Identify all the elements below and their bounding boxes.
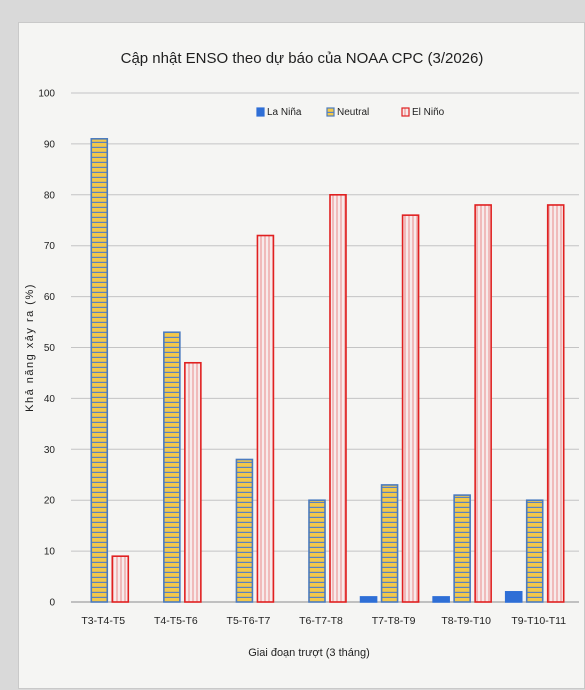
y-axis-label: Khả năng xảy ra (%) bbox=[24, 283, 36, 412]
y-tick-label: 70 bbox=[44, 241, 56, 252]
legend-label: Neutral bbox=[337, 107, 369, 118]
legend: La Niña Neutral El Niño bbox=[256, 107, 445, 118]
bar-lania bbox=[359, 596, 378, 603]
bar-neutral bbox=[163, 331, 181, 603]
y-tick-label: 40 bbox=[44, 394, 56, 405]
bar-elnio bbox=[329, 194, 347, 603]
y-tick-label: 30 bbox=[44, 445, 56, 456]
enso-bar-chart: Cập nhật ENSO theo dự báo của NOAA CPC (… bbox=[24, 50, 579, 659]
y-tick-label: 60 bbox=[44, 292, 56, 303]
legend-swatch bbox=[326, 107, 335, 117]
grid-lines bbox=[71, 92, 579, 603]
bar-neutral bbox=[308, 499, 326, 603]
legend-label: La Niña bbox=[267, 107, 302, 118]
x-tick-label: T6-T7-T8 bbox=[299, 615, 343, 627]
bar-neutral bbox=[235, 458, 254, 603]
bar-elnio bbox=[401, 214, 420, 603]
x-tick-label: T7-T8-T9 bbox=[372, 615, 416, 627]
x-tick-label: T8-T9-T10 bbox=[441, 615, 491, 627]
legend-swatch bbox=[401, 107, 410, 117]
x-tick-label: T4-T5-T6 bbox=[154, 615, 198, 627]
y-tick-label: 20 bbox=[44, 496, 56, 507]
bar-elnio bbox=[256, 234, 275, 603]
bar-elnio bbox=[546, 204, 565, 603]
y-axis-ticks: 0 10 20 30 40 50 60 70 80 90 100 bbox=[38, 89, 55, 609]
x-tick-label: T3-T4-T5 bbox=[81, 615, 125, 627]
bar-elnio bbox=[474, 204, 492, 603]
y-tick-label: 80 bbox=[44, 190, 56, 201]
bar-lania bbox=[432, 596, 450, 603]
chart-panel: Cập nhật ENSO theo dự báo của NOAA CPC (… bbox=[18, 22, 585, 689]
x-tick-label: T9-T10-T11 bbox=[511, 615, 566, 627]
x-axis-ticks: T3-T4-T5 T4-T5-T6 T5-T6-T7 T6-T7-T8 T7-T8-T9… bbox=[81, 615, 566, 627]
y-tick-label: 0 bbox=[49, 598, 55, 609]
bar-elnio bbox=[184, 361, 202, 603]
bar-neutral bbox=[453, 494, 471, 603]
bar-lania bbox=[504, 591, 523, 603]
x-tick-label: T5-T6-T7 bbox=[227, 615, 271, 627]
y-tick-label: 50 bbox=[44, 343, 56, 354]
bars bbox=[90, 138, 565, 603]
y-tick-label: 10 bbox=[44, 547, 56, 558]
y-tick-label: 90 bbox=[44, 139, 56, 150]
legend-label: El Niño bbox=[412, 107, 445, 118]
bar-neutral bbox=[90, 138, 109, 603]
chart-title: Cập nhật ENSO theo dự báo của NOAA CPC (… bbox=[121, 50, 484, 67]
y-tick-label: 100 bbox=[38, 89, 55, 100]
bar-elnio bbox=[111, 555, 130, 603]
legend-swatch bbox=[256, 107, 265, 117]
bar-neutral bbox=[380, 484, 399, 603]
x-axis-label: Giai đoạn trượt (3 tháng) bbox=[248, 647, 370, 659]
bar-neutral bbox=[525, 499, 544, 603]
